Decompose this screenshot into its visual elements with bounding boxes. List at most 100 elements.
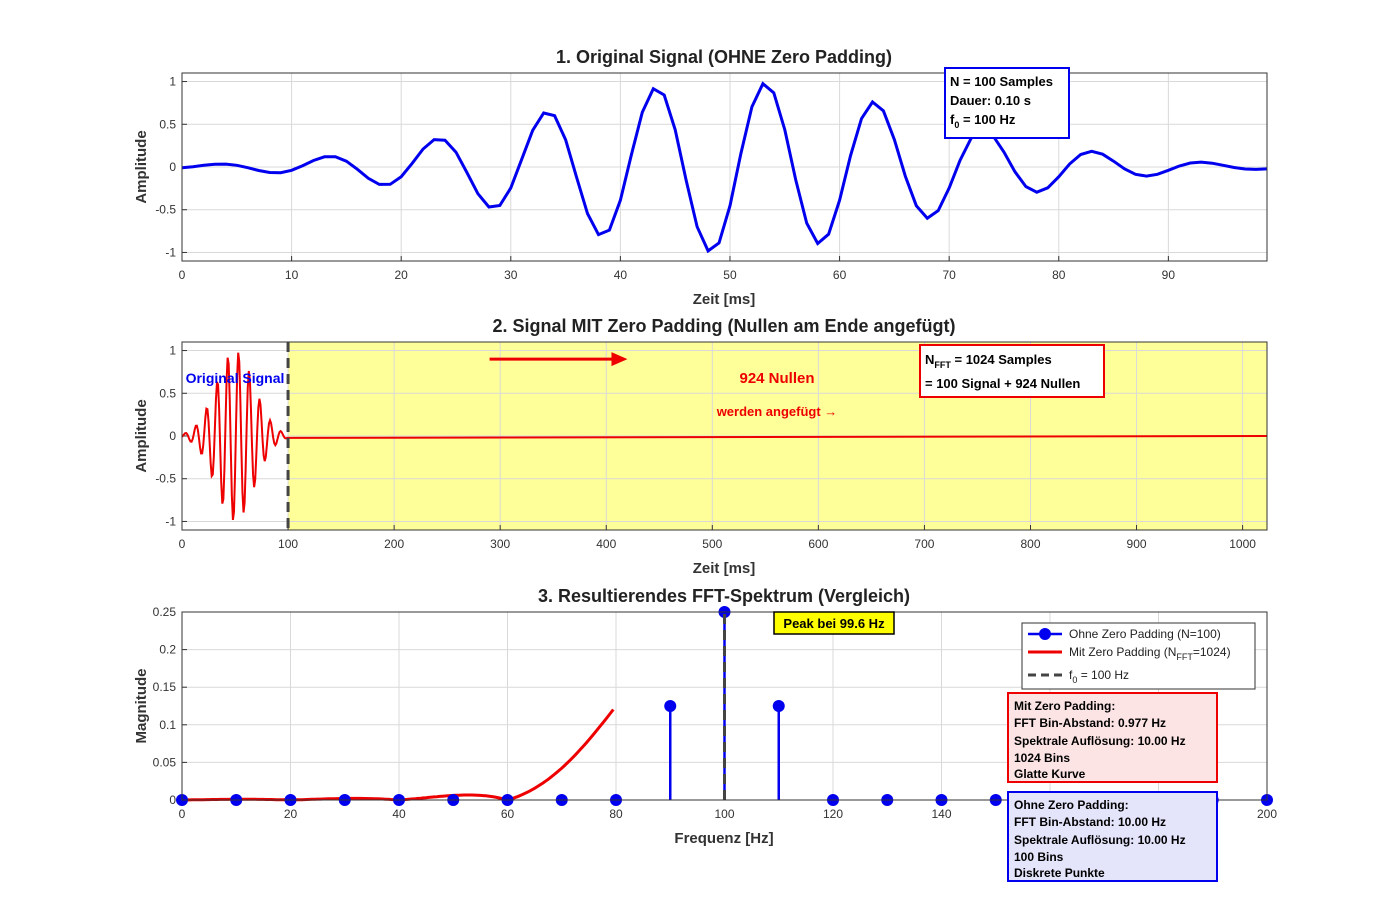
x-tick-label: 900	[1127, 537, 1147, 551]
subplot3-axes-box	[181, 611, 1268, 801]
subplot1-grid	[181, 73, 1267, 261]
with-padding-bins: 1024 Bins	[1014, 751, 1070, 765]
with-padding-resolution: Spektrale Auflösung: 10.00 Hz	[1014, 734, 1186, 748]
subplot1-title: 1. Original Signal (OHNE Zero Padding)	[556, 47, 892, 67]
subplot1-xlabel: Zeit [ms]	[693, 291, 756, 308]
y-tick-label: 0.05	[153, 755, 177, 769]
y-tick-label: 0.5	[159, 386, 176, 400]
legend-marker-no-padding	[1039, 628, 1051, 640]
x-tick-label: 30	[504, 268, 518, 282]
x-tick-label: 1000	[1229, 537, 1256, 551]
x-tick-label: 0	[179, 807, 186, 821]
y-tick-label: 0.25	[153, 605, 177, 619]
x-tick-label: 700	[914, 537, 934, 551]
without-padding-title: Ohne Zero Padding:	[1014, 798, 1129, 812]
original-signal-label: Original Signal	[186, 370, 285, 386]
nfft-info-box: NFFT = 1024 Samples = 100 Signal + 924 N…	[919, 344, 1105, 398]
x-tick-label: 0	[179, 268, 186, 282]
x-tick-label: 10	[285, 268, 299, 282]
subplot1-axes-box	[181, 72, 1268, 262]
with-padding-bin: FFT Bin-Abstand: 0.977 Hz	[1014, 716, 1166, 730]
x-tick-label: 140	[931, 807, 951, 821]
x-tick-label: 400	[596, 537, 616, 551]
y-tick-label: -0.5	[155, 472, 176, 486]
without-padding-bins: 100 Bins	[1014, 850, 1064, 864]
x-tick-label: 300	[490, 537, 510, 551]
subplot3-ylabel: Magnitude	[133, 669, 150, 744]
x-tick-label: 0	[179, 537, 186, 551]
signal-info-box: N = 100 Samples Dauer: 0.10 s f0 = 100 H…	[944, 67, 1070, 139]
without-padding-bin: FFT Bin-Abstand: 10.00 Hz	[1014, 815, 1166, 829]
y-tick-label: 0	[169, 160, 176, 174]
legend-f0: f0 = 100 Hz	[1069, 668, 1129, 685]
legend: Ohne Zero Padding (N=100) Mit Zero Paddi…	[1021, 622, 1256, 690]
original-signal-line	[181, 81, 1268, 254]
stem-point	[664, 700, 677, 712]
y-tick-label: 0.2	[159, 643, 176, 657]
info-samples: N = 100 Samples	[950, 74, 1053, 89]
x-tick-label: 500	[702, 537, 722, 551]
y-tick-label: 0	[169, 793, 176, 807]
x-tick-label: 40	[392, 807, 406, 821]
subplot2-title: 2. Signal MIT Zero Padding (Nullen am En…	[492, 316, 955, 336]
y-tick-label: 1	[169, 344, 176, 358]
x-tick-label: 120	[823, 807, 843, 821]
x-tick-label: 70	[942, 268, 956, 282]
stem-point	[772, 700, 785, 712]
x-tick-label: 600	[808, 537, 828, 551]
with-padding-title: Mit Zero Padding:	[1014, 699, 1115, 713]
x-tick-label: 200	[1257, 807, 1277, 821]
info-frequency: f0 = 100 Hz	[950, 112, 1016, 130]
x-tick-label: 100	[278, 537, 298, 551]
subplot2-xlabel: Zeit [ms]	[693, 560, 756, 577]
without-padding-resolution: Spektrale Auflösung: 10.00 Hz	[1014, 833, 1186, 847]
subplot2-ticks: 0 100 200 300 400 500 600 700 800 900 1000 -1 -0.5 0 0…	[155, 344, 1256, 551]
y-tick-label: 1	[169, 75, 176, 89]
x-tick-label: 50	[723, 268, 737, 282]
x-tick-label: 800	[1020, 537, 1040, 551]
x-tick-label: 60	[833, 268, 847, 282]
subplot-zero-padding: 2. Signal MIT Zero Padding (Nullen am En…	[133, 316, 1268, 577]
subplot-fft-spectrum: 3. Resultierendes FFT-Spektrum (Vergleic…	[133, 586, 1277, 882]
y-tick-label: 0.1	[159, 718, 176, 732]
x-tick-label: 80	[609, 807, 623, 821]
legend-zero-padding: Mit Zero Padding (NFFT=1024)	[1069, 645, 1231, 662]
y-tick-label: -1	[165, 245, 176, 259]
x-tick-label: 20	[284, 807, 298, 821]
x-tick-label: 100	[714, 807, 734, 821]
y-tick-label: -0.5	[155, 203, 176, 217]
nfft-samples: NFFT = 1024 Samples	[925, 352, 1052, 370]
x-tick-label: 40	[614, 268, 628, 282]
y-tick-label: 0.15	[153, 680, 177, 694]
info-box-without-padding: Ohne Zero Padding: FFT Bin-Abstand: 10.0…	[1007, 791, 1218, 882]
x-tick-label: 200	[384, 537, 404, 551]
peak-label-box: Peak bei 99.6 Hz	[773, 611, 895, 635]
appended-label: werden angefügt →	[716, 404, 838, 419]
without-padding-points: Diskrete Punkte	[1014, 866, 1105, 880]
info-duration: Dauer: 0.10 s	[950, 93, 1031, 108]
x-tick-label: 60	[501, 807, 515, 821]
y-tick-label: 0	[169, 429, 176, 443]
with-padding-curve: Glatte Kurve	[1014, 767, 1086, 781]
x-tick-label: 20	[395, 268, 409, 282]
padded-signal-line	[181, 352, 1268, 521]
info-box-with-padding: Mit Zero Padding: FFT Bin-Abstand: 0.977…	[1007, 692, 1218, 783]
peak-label: Peak bei 99.6 Hz	[783, 616, 885, 631]
y-tick-label: 0.5	[159, 117, 176, 131]
subplot2-ylabel: Amplitude	[133, 399, 150, 472]
y-tick-label: -1	[165, 514, 176, 528]
x-tick-label: 90	[1162, 268, 1176, 282]
nfft-composition: = 100 Signal + 924 Nullen	[925, 376, 1080, 391]
x-tick-label: 80	[1052, 268, 1066, 282]
subplot1-ticks: 0 10 20 30 40 50 60 70 80 90 -1 -0.5 0 0.5 1	[155, 75, 1175, 282]
subplot1-ylabel: Amplitude	[133, 130, 150, 203]
subplot-original-signal: 1. Original Signal (OHNE Zero Padding) 0…	[133, 47, 1268, 308]
append-arrow-head	[611, 352, 628, 367]
zeros-label: 924 Nullen	[739, 370, 814, 387]
spectrum-zero-padding-curve	[182, 708, 615, 802]
subplot3-title: 3. Resultierendes FFT-Spektrum (Vergleic…	[538, 586, 910, 606]
subplot2-axes-box	[181, 341, 1268, 531]
legend-no-padding: Ohne Zero Padding (N=100)	[1069, 627, 1221, 641]
subplot3-xlabel: Frequenz [Hz]	[674, 830, 773, 847]
